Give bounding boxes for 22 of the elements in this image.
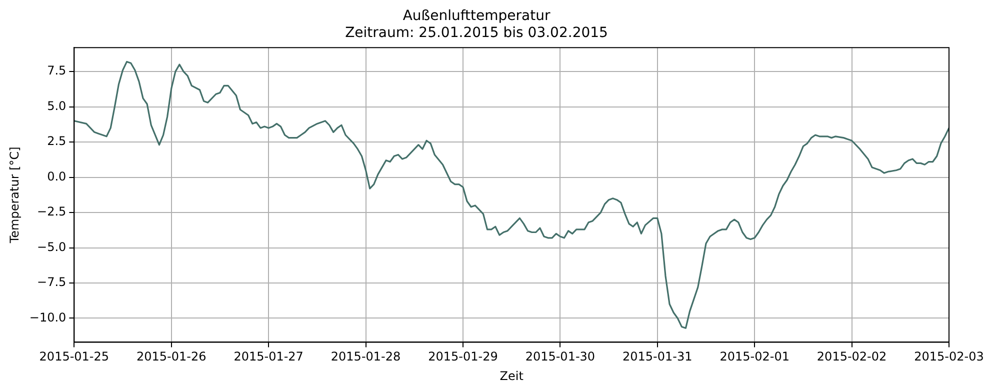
y-tick-label: 5.0 — [47, 98, 66, 113]
y-tick-label: 2.5 — [47, 134, 66, 148]
x-tick-label: 2015-02-03 — [914, 350, 984, 364]
x-tick-label: 2015-01-25 — [39, 350, 110, 364]
chart-subtitle: Zeitraum: 25.01.2015 bis 03.02.2015 — [345, 24, 608, 41]
x-tick-label: 2015-01-29 — [428, 350, 498, 364]
y-tick-label: 0.0 — [47, 169, 66, 184]
y-tick-label: −7.5 — [37, 275, 66, 290]
y-tick-label: −10.0 — [29, 310, 66, 324]
x-tick-label: 2015-02-01 — [720, 350, 790, 364]
y-tick-label: 7.5 — [47, 64, 66, 78]
chart-title: Außenlufttemperatur — [402, 8, 550, 24]
x-tick-label: 2015-01-27 — [234, 350, 304, 364]
x-axis-title: Zeit — [500, 368, 524, 383]
x-tick-label: 2015-01-31 — [622, 350, 692, 364]
y-tick-label: −2.5 — [37, 204, 66, 219]
x-tick-label: 2015-01-30 — [525, 350, 596, 364]
x-tick-label: 2015-01-26 — [136, 350, 206, 364]
x-tick-label: 2015-02-02 — [816, 350, 887, 364]
y-tick-label: −5.0 — [37, 240, 66, 254]
y-axis-title: Temperatur [°C] — [7, 146, 22, 244]
x-tick-label: 2015-01-28 — [330, 350, 401, 364]
